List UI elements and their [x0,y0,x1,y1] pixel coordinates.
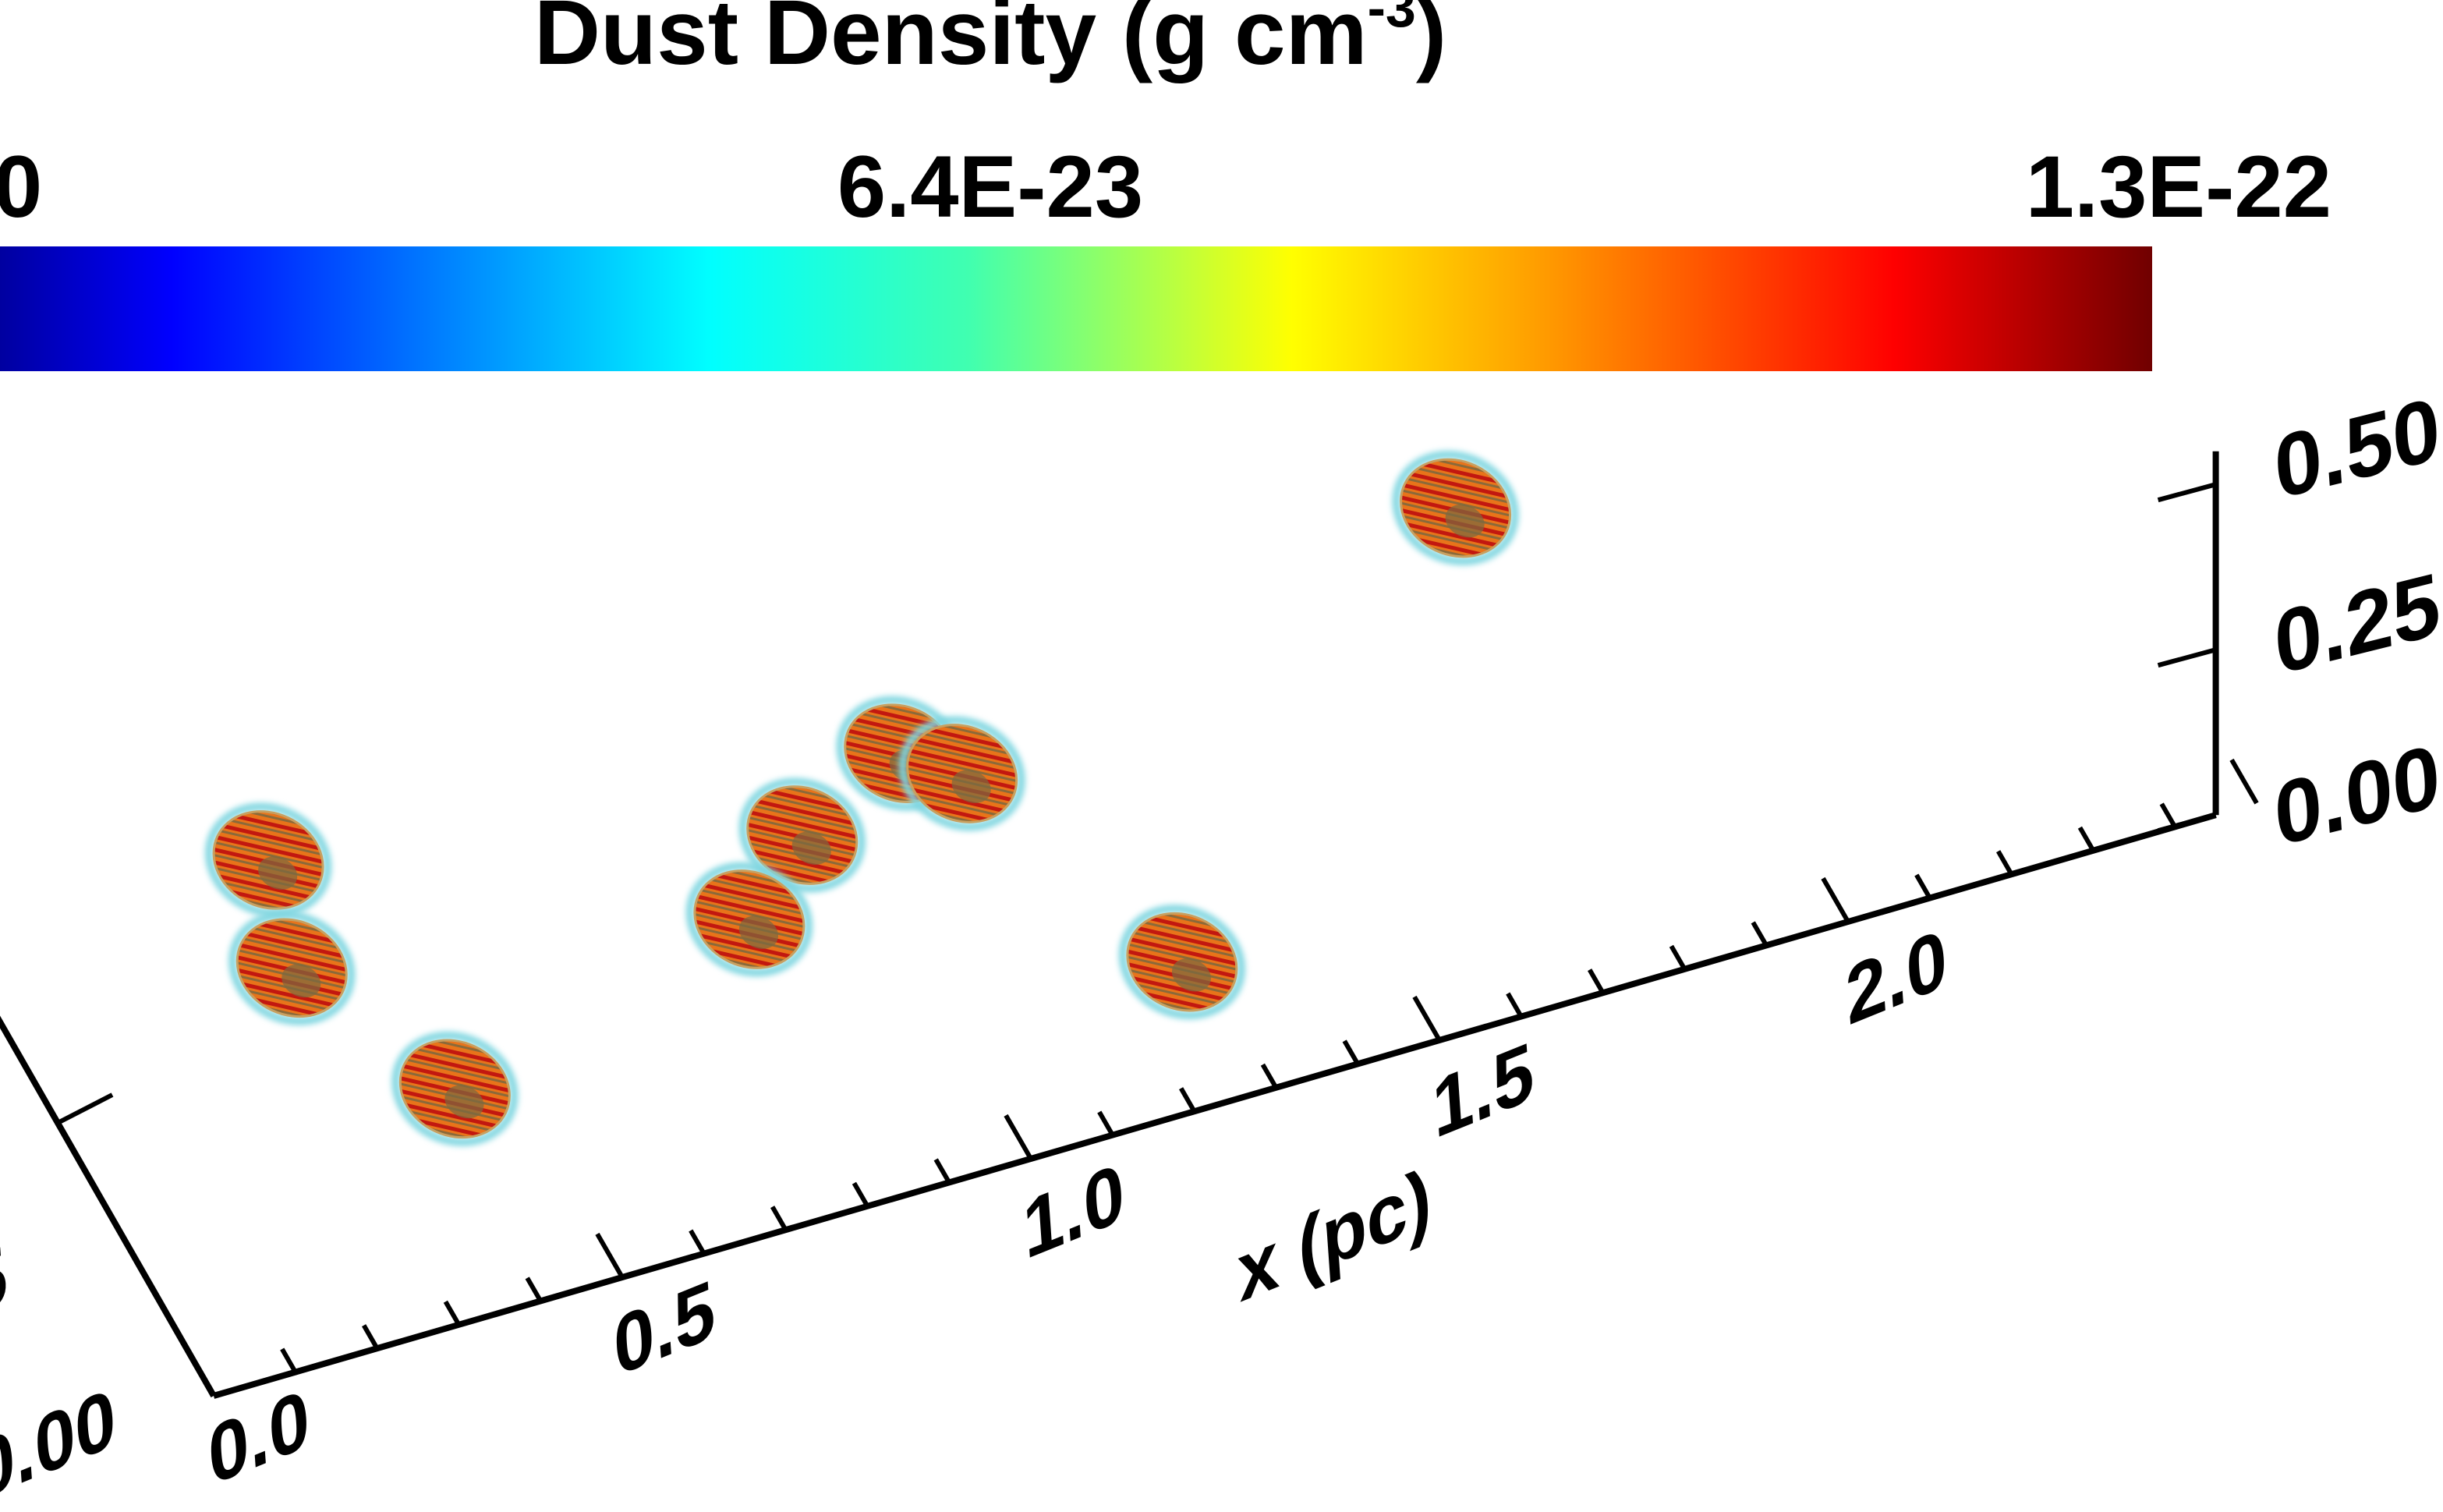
y-major-tick [56,1092,114,1125]
x-tick-label: 1.5 [1429,1024,1536,1156]
z-axis-labels: 0.50 0.25 0.00 [2271,378,2443,865]
z-major-tick [2157,482,2217,503]
z-tick-label: 0.00 [2271,725,2443,865]
x-minor-tick [1751,921,1769,947]
x-minor-tick [1587,968,1606,994]
dust-clump [1118,905,1245,1019]
x-minor-tick [1506,992,1524,1018]
dust-clump [391,1032,519,1146]
dust-clump [205,802,332,918]
x-axis-title: x (pc) [1234,1150,1433,1319]
x-major-tick [2229,758,2259,805]
x-minor-tick [361,1324,380,1350]
dust-clump [898,716,1025,831]
dust-clump [1392,451,1519,565]
y-axis-line [0,1015,217,1397]
colorbar: Dust Density (g cm-3) 0 6.4E-23 1.3E-22 [0,0,2331,371]
axes [0,451,2259,1399]
x-minor-tick [443,1300,462,1326]
x-minor-tick [933,1158,951,1184]
x-major-tick [1821,876,1850,923]
x-minor-tick [852,1181,870,1208]
y-axis-labels: 0.00 5 [0,1227,119,1512]
x-minor-tick [1995,850,2014,876]
y-tick-label-partial: 5 [0,1227,10,1335]
x-tick-label: 1.0 [1020,1145,1127,1277]
colorbar-title: Dust Density (g cm-3) [534,0,1446,84]
z-major-tick [2157,813,2217,834]
x-tick-label: 2.0 [1843,911,1949,1043]
x-axis-line [212,812,2217,1399]
x-tick-label: 0.5 [611,1262,717,1394]
x-minor-tick [1260,1063,1279,1089]
x-minor-tick [1669,944,1687,971]
x-major-tick [1004,1114,1033,1160]
z-major-tick [2157,647,2217,668]
x-minor-tick [1342,1039,1360,1065]
x-minor-tick [1097,1110,1115,1137]
x-minor-tick [1914,873,1932,900]
x-minor-tick [525,1277,543,1302]
x-minor-tick [2159,802,2177,828]
x-minor-tick [1178,1087,1197,1113]
x-major-tick [1412,995,1442,1042]
colorbar-tick-label-max: 1.3E-22 [2026,138,2331,235]
colorbar-tick-label-min: 0 [0,138,42,235]
dust-clumps [205,451,1519,1146]
x-minor-tick [770,1206,788,1231]
dust-clump [228,910,356,1025]
z-tick-label: 0.25 [2271,554,2443,693]
z-tick-label: 0.50 [2271,378,2443,518]
colorbar-gradient [0,246,2152,371]
dust-clump [685,862,813,977]
x-axis-labels: 0.0 0.5 1.0 1.5 2.0 x (pc) [205,911,1949,1503]
x-minor-tick [689,1229,706,1255]
x-minor-tick [280,1347,298,1374]
x-minor-tick [2077,826,2096,852]
y-tick-label: 0.00 [0,1370,119,1512]
colorbar-tick-label-mid: 6.4E-23 [837,138,1143,235]
x-major-tick [595,1232,625,1279]
